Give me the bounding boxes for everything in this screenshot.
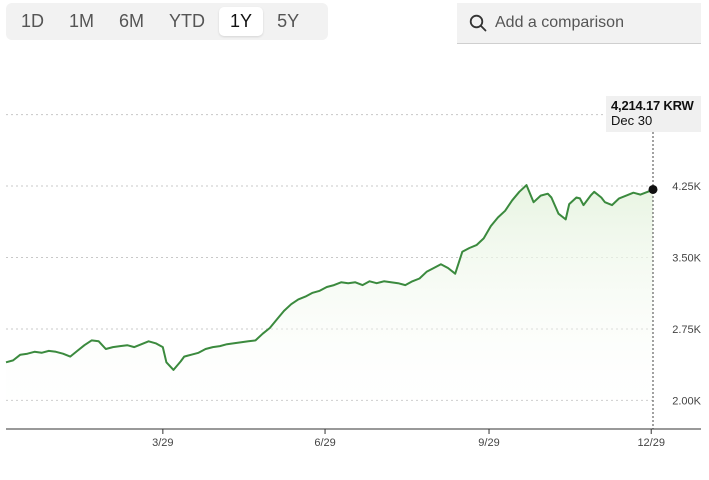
comparison-input[interactable] [495, 14, 685, 32]
x-axis-tick-label: 3/29 [152, 437, 173, 449]
range-button-ytd[interactable]: YTD [169, 11, 206, 31]
range-button-1d[interactable]: 1D [21, 11, 45, 31]
search-icon [469, 14, 487, 32]
range-selector: 1D 1M 6M YTD 1Y 5Y [6, 3, 328, 40]
x-axis-tick-label: 12/29 [637, 437, 665, 449]
y-axis-tick-label: 2.75K [672, 324, 701, 336]
y-axis-tick-label: 3.50K [672, 253, 701, 265]
y-axis-tick-label: 2.00K [672, 395, 701, 407]
range-button-5y[interactable]: 5Y [277, 11, 300, 31]
range-button-1m[interactable]: 1M [69, 11, 95, 31]
range-button-1y[interactable]: 1Y [219, 7, 264, 36]
tooltip-date: Dec 30 [611, 113, 653, 128]
range-button-6m[interactable]: 6M [119, 11, 145, 31]
tooltip-price: 4,214.17 KRW [611, 98, 694, 113]
current-point-marker [648, 184, 658, 194]
comparison-search-box[interactable] [457, 3, 701, 44]
price-tooltip: 4,214.17 KRW Dec 30 [606, 96, 701, 132]
x-axis-tick-label: 9/29 [478, 437, 499, 449]
series-line [5, 184, 654, 371]
series-area [6, 185, 653, 429]
y-axis-tick-label: 4.25K [672, 181, 701, 193]
x-axis-tick-label: 6/29 [314, 437, 335, 449]
